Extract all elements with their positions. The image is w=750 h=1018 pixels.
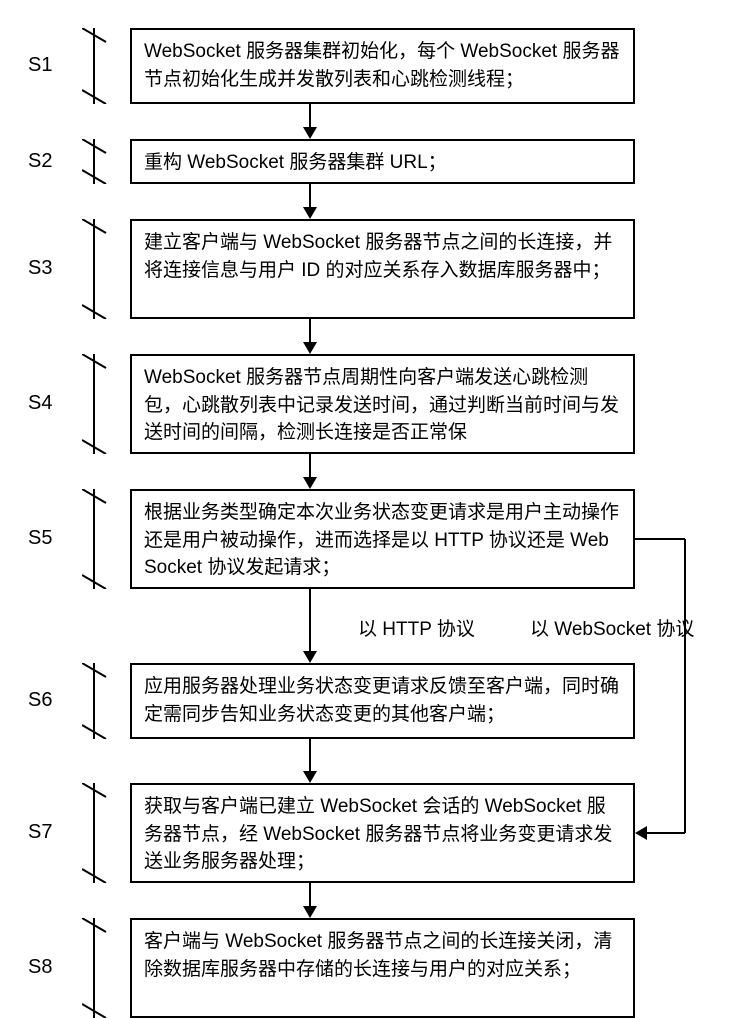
bracket-S7 <box>82 783 122 883</box>
step-text-S3: 建立客户端与 WebSocket 服务器节点之间的长连接，并将连接信息与用户 I… <box>144 229 621 284</box>
bracket-S2 <box>82 139 122 184</box>
step-label-S7: S7 <box>28 821 52 844</box>
step-box-S4: WebSocket 服务器节点周期性向客户端发送心跳检测包，心跳散列表中记录发送… <box>130 354 635 454</box>
step-label-S5: S5 <box>28 527 52 550</box>
arrow-head-S7-S8 <box>303 906 317 918</box>
arrow-S6-S7 <box>309 739 311 771</box>
branch-arrow-head <box>635 826 647 840</box>
arrow-label-websocket: 以 WebSocket 协议 <box>530 614 694 641</box>
arrow-S2-S3 <box>309 184 311 207</box>
arrow-head-S3-S4 <box>303 342 317 354</box>
step-text-S5: 根据业务类型确定本次业务状态变更请求是用户主动操作还是用户被动操作，进而选择是以… <box>144 499 621 582</box>
step-box-S7: 获取与客户端已建立 WebSocket 会话的 WebSocket 服务器节点，… <box>130 783 635 883</box>
step-box-S3: 建立客户端与 WebSocket 服务器节点之间的长连接，并将连接信息与用户 I… <box>130 219 635 319</box>
step-box-S6: 应用服务器处理业务状态变更请求反馈至客户端，同时确定需同步告知业务状态变更的其他… <box>130 663 635 739</box>
step-label-S3: S3 <box>28 257 52 280</box>
arrow-head-S1-S2 <box>303 127 317 139</box>
step-label-S4: S4 <box>28 392 52 415</box>
step-label-S8: S8 <box>28 956 52 979</box>
arrow-S4-S5 <box>309 454 311 477</box>
bracket-S5 <box>82 489 122 589</box>
arrow-head-S5-S6 <box>303 651 317 663</box>
step-label-S2: S2 <box>28 150 52 173</box>
step-text-S4: WebSocket 服务器节点周期性向客户端发送心跳检测包，心跳散列表中记录发送… <box>144 364 621 447</box>
arrow-S7-S8 <box>309 883 311 906</box>
bracket-S6 <box>82 663 122 739</box>
step-text-S1: WebSocket 服务器集群初始化，每个 WebSocket 服务器节点初始化… <box>144 38 621 93</box>
arrow-S3-S4 <box>309 319 311 342</box>
step-label-S1: S1 <box>28 54 52 77</box>
bracket-S4 <box>82 354 122 454</box>
arrow-S5-S6 <box>309 589 311 651</box>
flowchart-canvas: S1 WebSocket 服务器集群初始化，每个 WebSocket 服务器节点初… <box>0 0 750 1000</box>
arrow-head-S2-S3 <box>303 207 317 219</box>
arrow-head-S6-S7 <box>303 771 317 783</box>
arrow-S1-S2 <box>309 104 311 127</box>
bracket-S3 <box>82 219 122 319</box>
step-box-S5: 根据业务类型确定本次业务状态变更请求是用户主动操作还是用户被动操作，进而选择是以… <box>130 489 635 589</box>
step-box-S1: WebSocket 服务器集群初始化，每个 WebSocket 服务器节点初始化… <box>130 28 635 104</box>
step-text-S6: 应用服务器处理业务状态变更请求反馈至客户端，同时确定需同步告知业务状态变更的其他… <box>144 673 621 728</box>
step-text-S7: 获取与客户端已建立 WebSocket 会话的 WebSocket 服务器节点，… <box>144 793 621 876</box>
step-box-S8: 客户端与 WebSocket 服务器节点之间的长连接关闭，清除数据库服务器中存储… <box>130 918 635 1018</box>
bracket-S8 <box>82 918 122 1018</box>
arrow-head-S4-S5 <box>303 477 317 489</box>
step-text-S2: 重构 WebSocket 服务器集群 URL； <box>144 149 447 177</box>
step-text-S8: 客户端与 WebSocket 服务器节点之间的长连接关闭，清除数据库服务器中存储… <box>144 928 621 983</box>
step-label-S6: S6 <box>28 689 52 712</box>
step-box-S2: 重构 WebSocket 服务器集群 URL； <box>130 139 635 184</box>
arrow-label-http: 以 HTTP 协议 <box>358 614 475 641</box>
bracket-S1 <box>82 28 122 104</box>
